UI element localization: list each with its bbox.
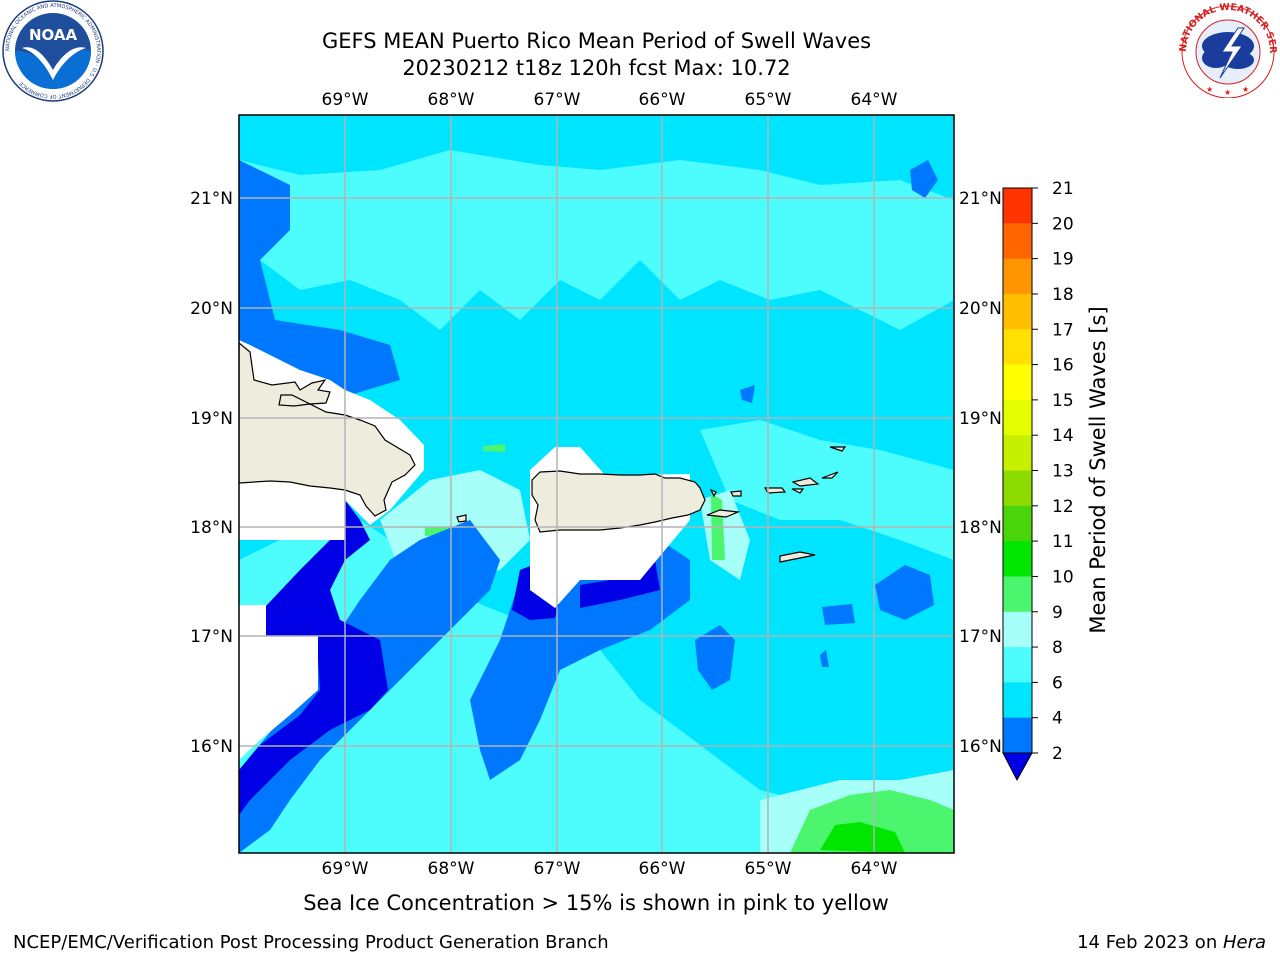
- anegada: [829, 446, 847, 452]
- lon-label-bottom: 68°W: [428, 859, 475, 879]
- colorbar-tick-label: 18: [1052, 285, 1074, 305]
- lon-label-bottom: 69°W: [322, 859, 369, 879]
- lon-label-top: 67°W: [534, 90, 581, 110]
- lat-label-right: 16°N: [959, 737, 1002, 757]
- colorbar-tick-label: 15: [1052, 391, 1074, 411]
- lat-label-right: 21°N: [959, 189, 1002, 209]
- colorbar-segment: [1003, 611, 1032, 648]
- lon-label-bottom: 67°W: [534, 859, 581, 879]
- colorbar-segment: [1003, 470, 1032, 507]
- culebra: [709, 488, 717, 498]
- lon-label-top: 68°W: [428, 90, 475, 110]
- lat-label-left: 18°N: [190, 518, 233, 538]
- lon-label-bottom: 64°W: [851, 859, 898, 879]
- colorbar-segment: [1003, 505, 1032, 542]
- footer-organization: NCEP/EMC/Verification Post Processing Pr…: [13, 932, 609, 953]
- lat-label-left: 20°N: [190, 299, 233, 319]
- lat-label-right: 19°N: [959, 409, 1002, 429]
- colorbar-segment: [1003, 576, 1032, 613]
- colorbar-tick-label: 10: [1052, 567, 1074, 587]
- lat-label-right: 17°N: [959, 627, 1002, 647]
- colorbar-segment: [1003, 647, 1032, 683]
- lat-label-left: 19°N: [190, 409, 233, 429]
- vieques: [706, 509, 741, 518]
- sea-ice-note: Sea Ice Concentration > 15% is shown in …: [303, 891, 889, 915]
- colorbar-segment: [1003, 435, 1032, 471]
- footer-date-text: 14 Feb 2023 on: [1077, 932, 1223, 953]
- colorbar-segment: [1003, 682, 1032, 719]
- colorbar-tick-label: 17: [1052, 320, 1074, 340]
- virgin-gorda: [821, 471, 839, 479]
- colorbar-segment: [1003, 717, 1032, 754]
- colorbar: 21 20 19 18 17 16 15 14 13 12 11 10 9 8 6 4 2: [1002, 179, 1074, 782]
- svg-text:★: ★: [1224, 88, 1231, 97]
- st-croix: [779, 551, 816, 563]
- lon-label-top: 66°W: [639, 90, 686, 110]
- colorbar-segment: [1003, 541, 1032, 577]
- tortola: [791, 477, 820, 487]
- map-frame: [238, 114, 955, 854]
- colorbar-tick-label: 14: [1052, 426, 1074, 446]
- colorbar-segment: [1003, 364, 1032, 401]
- lon-label-top: 69°W: [322, 90, 369, 110]
- footer-date: 14 Feb 2023 on Hera: [1077, 932, 1266, 953]
- lon-label-top: 65°W: [745, 90, 792, 110]
- svg-text:★: ★: [1206, 85, 1213, 94]
- lat-label-left: 21°N: [190, 189, 233, 209]
- colorbar-tick-label: 16: [1052, 356, 1074, 376]
- chart-subtitle: 20230212 t18z 120h fcst Max: 10.72: [402, 56, 791, 80]
- st-john: [791, 488, 805, 494]
- lon-label-bottom: 65°W: [745, 859, 792, 879]
- colorbar-underflow-arrow: [1002, 752, 1033, 782]
- noaa-wordmark: NOAA: [29, 26, 78, 44]
- colorbar-segment: [1003, 293, 1032, 330]
- map-area: [239, 115, 954, 853]
- svg-text:★: ★: [1242, 85, 1249, 94]
- lon-label-bottom: 66°W: [639, 859, 686, 879]
- swell-band-10-11: [820, 822, 905, 853]
- colorbar-tick-label: 19: [1052, 250, 1074, 270]
- colorbar-tick-label: 11: [1052, 532, 1074, 552]
- colorbar-segment: [1003, 258, 1032, 295]
- colorbar-tick-label: 12: [1052, 497, 1074, 517]
- lat-label-left: 17°N: [190, 627, 233, 647]
- st-thomas: [763, 487, 787, 494]
- lat-label-left: 16°N: [190, 737, 233, 757]
- mona-island: [456, 514, 467, 523]
- colorbar-tick-label: 9: [1052, 603, 1063, 623]
- graticule: [239, 115, 954, 853]
- colorbar-segment: [1003, 329, 1032, 366]
- chart-title: GEFS MEAN Puerto Rico Mean Period of Swe…: [321, 29, 872, 53]
- desecheo: [730, 490, 742, 497]
- colorbar-tick-label: 20: [1052, 214, 1074, 234]
- colorbar-segment: [1003, 399, 1032, 436]
- colorbar-tick-label: 8: [1052, 638, 1063, 658]
- lon-label-top: 64°W: [851, 90, 898, 110]
- lat-label-right: 18°N: [959, 518, 1002, 538]
- colorbar-tick-label: 2: [1052, 744, 1063, 764]
- colorbar-tick-label: 4: [1052, 709, 1063, 729]
- colorbar-segment: [1003, 223, 1032, 260]
- colorbar-segment: [1003, 188, 1032, 224]
- noaa-logo: NATIONAL OCEANIC AND ATMOSPHERIC ADMINIS…: [2, 0, 104, 102]
- colorbar-tick-label: 13: [1052, 462, 1074, 482]
- lat-label-right: 20°N: [959, 299, 1002, 319]
- colorbar-tick-label: 21: [1052, 179, 1074, 199]
- footer-host: Hera: [1222, 932, 1266, 953]
- nws-logo: NATIONAL WEATHER SERVICE ★ ★ ★: [1176, 0, 1278, 98]
- colorbar-tick-label: 6: [1052, 673, 1063, 693]
- colorbar-title: Mean Period of Swell Waves [s]: [1086, 306, 1110, 634]
